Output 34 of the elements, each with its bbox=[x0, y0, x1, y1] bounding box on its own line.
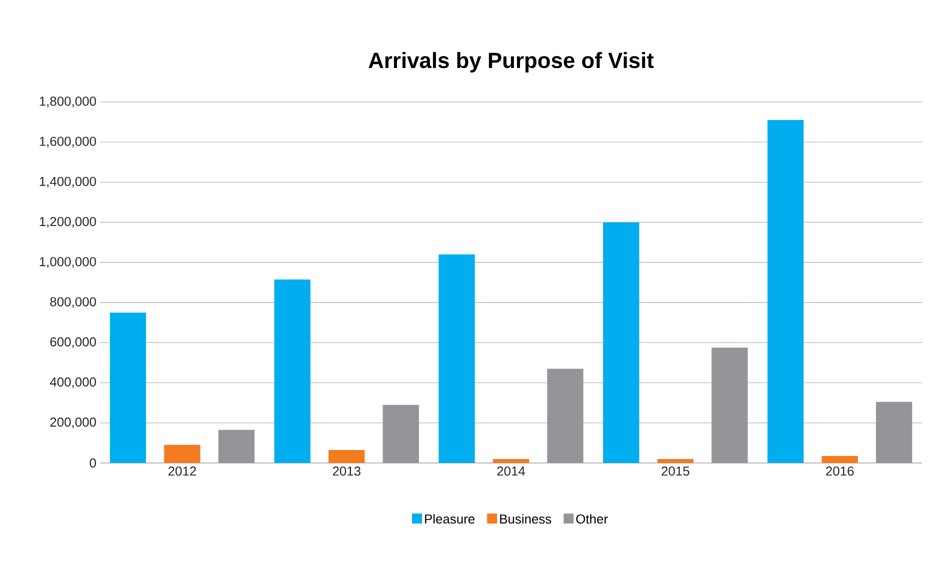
legend-label: Business bbox=[500, 514, 552, 524]
y-tick-label: 1,200,000 bbox=[40, 216, 96, 228]
x-tick-label: 2016 bbox=[826, 466, 854, 476]
legend-label: Other bbox=[576, 514, 608, 524]
y-tick-label: 1,600,000 bbox=[40, 136, 96, 148]
x-tick-label: 2014 bbox=[497, 466, 526, 476]
bar bbox=[657, 458, 694, 463]
y-tick-label: 600,000 bbox=[50, 337, 96, 348]
bar bbox=[328, 450, 365, 463]
y-tick-label: 1,000,000 bbox=[40, 257, 96, 268]
bar bbox=[438, 254, 475, 463]
x-tick-label: 2013 bbox=[332, 466, 360, 476]
y-tick-label: 200,000 bbox=[50, 418, 96, 428]
x-tick-label: 2015 bbox=[662, 466, 690, 476]
bar bbox=[492, 458, 530, 463]
bar bbox=[274, 279, 310, 463]
x-tick-label: 2012 bbox=[168, 466, 196, 476]
y-tick-label: 0 bbox=[90, 458, 96, 468]
chart-title: Arrivals by Purpose of Visit bbox=[368, 52, 654, 72]
bar bbox=[876, 402, 912, 463]
bar bbox=[712, 348, 748, 463]
bar bbox=[110, 312, 146, 463]
bar bbox=[822, 456, 858, 463]
bar bbox=[218, 430, 255, 463]
bar bbox=[164, 444, 200, 463]
y-tick-label: 800,000 bbox=[50, 297, 96, 308]
bar bbox=[382, 404, 419, 463]
bar bbox=[547, 368, 584, 463]
y-tick-label: 1,800,000 bbox=[40, 96, 96, 108]
bar bbox=[767, 120, 804, 463]
bar bbox=[603, 222, 640, 463]
y-tick-label: 1,400,000 bbox=[40, 176, 96, 188]
y-tick-label: 400,000 bbox=[50, 377, 96, 388]
legend-label: Pleasure bbox=[425, 514, 475, 524]
